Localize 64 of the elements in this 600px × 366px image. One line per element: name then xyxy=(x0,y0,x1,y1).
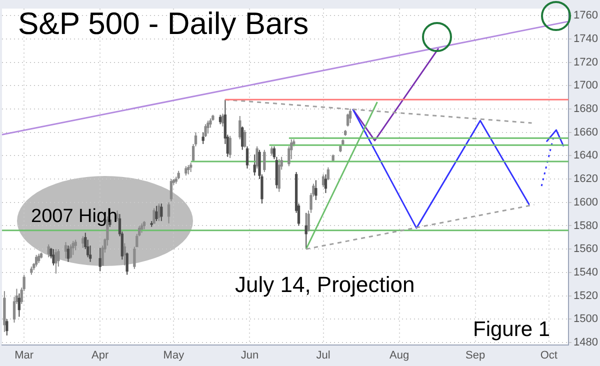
candlestick xyxy=(190,162,192,173)
candlestick xyxy=(241,126,244,150)
candlestick xyxy=(66,245,70,262)
candlestick xyxy=(256,146,258,170)
candlestick xyxy=(54,248,58,274)
candlestick xyxy=(348,108,352,124)
y-tick-label: 1640 xyxy=(574,150,598,162)
candlestick xyxy=(74,239,77,251)
candlestick xyxy=(204,124,207,138)
candlestick xyxy=(206,120,210,134)
y-tick-label: 1660 xyxy=(574,126,598,138)
candlestick xyxy=(158,203,160,222)
x-tick-label: Jul xyxy=(316,349,330,362)
y-tick-label: 1480 xyxy=(574,336,598,348)
candlestick xyxy=(314,180,318,201)
candlestick xyxy=(35,254,38,268)
candlestick xyxy=(69,244,72,259)
candlestick xyxy=(167,202,170,224)
x-tick-label: Mar xyxy=(14,349,34,362)
candlestick xyxy=(228,135,232,159)
candlestick xyxy=(155,205,158,222)
candlestick xyxy=(326,166,330,181)
candlestick xyxy=(82,236,84,248)
candlestick xyxy=(64,242,68,259)
candlestick xyxy=(243,130,246,148)
candlestick xyxy=(346,113,350,128)
y-tick-label: 1680 xyxy=(574,103,598,116)
y-tick-label: 1560 xyxy=(574,243,598,256)
candlestick xyxy=(52,248,55,266)
y-tick-label: 1540 xyxy=(574,266,598,278)
y-tick-label: 1520 xyxy=(574,290,598,302)
annotation: Figure 1 xyxy=(473,318,550,342)
candlestick xyxy=(152,208,156,224)
x-tick-label: Oct xyxy=(540,349,558,362)
candlestick xyxy=(138,225,141,237)
candlestick xyxy=(253,154,256,176)
x-tick-label: May xyxy=(163,349,185,362)
candlestick xyxy=(238,115,242,140)
y-tick-label: 1500 xyxy=(574,313,598,326)
y-tick-label: 1700 xyxy=(574,80,598,92)
candlestick xyxy=(187,164,190,175)
chart-title: S&P 500 - Daily Bars xyxy=(18,6,309,42)
candlestick xyxy=(170,178,173,202)
candlestick xyxy=(140,222,144,234)
y-tick-label: 1600 xyxy=(574,196,598,208)
x-tick-label: Apr xyxy=(92,349,109,362)
annotation: July 14, Projection xyxy=(235,272,415,298)
x-tick-label: Sep xyxy=(466,349,486,362)
y-tick-label: 1760 xyxy=(574,10,598,22)
candlestick xyxy=(202,132,204,145)
y-tick-label: 1740 xyxy=(574,32,598,45)
candlestick xyxy=(322,174,325,188)
candlestick xyxy=(221,113,224,128)
x-tick-label: Aug xyxy=(390,349,410,362)
candlestick xyxy=(160,203,163,222)
candlestick xyxy=(184,166,188,176)
x-tick-label: Jun xyxy=(240,349,259,362)
candlestick xyxy=(324,174,328,194)
candlestick xyxy=(126,252,128,276)
candlestick xyxy=(246,146,249,170)
y-tick-label: 1720 xyxy=(574,56,598,68)
y-tick-label: 1580 xyxy=(574,220,598,232)
y-tick-label: 1620 xyxy=(574,173,598,186)
candlestick xyxy=(263,149,266,173)
